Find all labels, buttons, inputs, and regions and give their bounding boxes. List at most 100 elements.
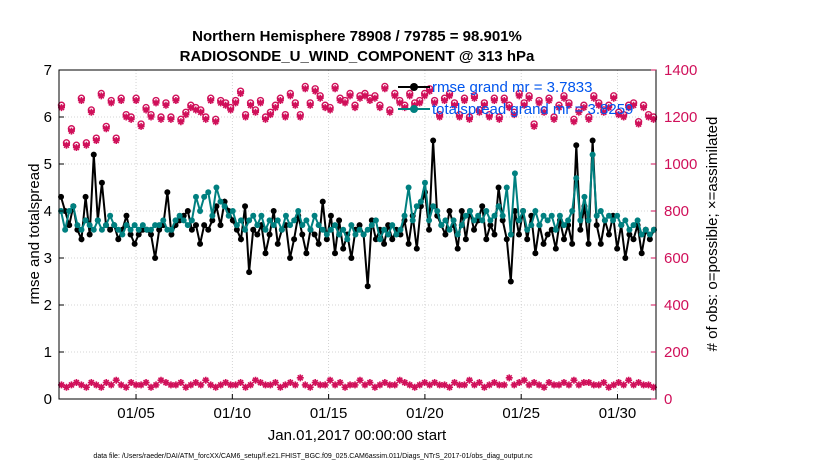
- obs-count-low-marker: [132, 381, 140, 389]
- totalspread-point: [217, 198, 224, 205]
- obs-assimilated-marker: [361, 92, 369, 100]
- obs-assimilated-marker: [152, 99, 160, 107]
- obs-count-low-marker: [610, 381, 618, 389]
- totalspread-point: [585, 217, 592, 224]
- totalspread-point: [295, 208, 302, 214]
- obs-assimilated-marker: [475, 108, 483, 116]
- obs-assimilated-marker: [620, 113, 628, 121]
- obs-assimilated-marker: [600, 108, 608, 116]
- totalspread-point: [344, 236, 351, 243]
- obs-assimilated-marker: [465, 115, 473, 123]
- totalspread-point: [201, 193, 208, 200]
- totalspread-point: [66, 208, 73, 214]
- obs-assimilated-marker: [356, 94, 364, 102]
- obs-count-low-marker: [510, 381, 518, 389]
- obs-count-low-marker: [122, 383, 130, 391]
- obs-count-low-marker: [381, 379, 389, 387]
- obs-assimilated-marker: [242, 113, 250, 121]
- totalspread-point: [327, 226, 334, 233]
- obs-assimilated-marker: [137, 122, 145, 130]
- rmse-point: [233, 226, 240, 233]
- obs-count-low-marker: [77, 381, 85, 389]
- obs-assimilated-marker: [321, 104, 329, 112]
- obs-assimilated-marker: [525, 94, 533, 102]
- obs-assimilated-marker: [480, 101, 488, 109]
- right-tick-label: 400: [664, 297, 689, 314]
- totalspread-point: [601, 217, 608, 224]
- obs-count-low-marker: [580, 379, 588, 387]
- rmse-point: [336, 217, 343, 224]
- obs-assimilated-marker: [391, 92, 399, 100]
- obs-count-low-marker: [311, 379, 319, 387]
- left-tick-label: 7: [44, 62, 52, 79]
- totalspread-point: [291, 217, 298, 224]
- rmse-point: [78, 236, 85, 243]
- rmse-point: [638, 250, 645, 257]
- totalspread-point: [237, 217, 244, 224]
- obs-assimilated-marker: [92, 137, 100, 144]
- rmse-point: [274, 240, 281, 247]
- obs-assimilated-marker: [77, 97, 85, 105]
- x-tick-label: 01/30: [599, 405, 637, 422]
- obs-count-low-marker: [465, 376, 473, 384]
- totalspread-point: [168, 226, 175, 233]
- obs-count-low-marker: [441, 381, 449, 389]
- obs-count-low-marker: [202, 376, 210, 384]
- totalspread-point: [638, 231, 645, 238]
- rmse-point: [626, 231, 633, 238]
- obs-assimilated-marker: [520, 101, 528, 109]
- totalspread-point: [548, 212, 555, 219]
- totalspread-point: [462, 212, 469, 219]
- right-tick-label: 1400: [664, 62, 697, 79]
- obs-assimilated-marker: [182, 111, 190, 119]
- obs-assimilated-marker: [177, 118, 185, 126]
- totalspread-point: [127, 226, 134, 233]
- obs-count-low-marker: [570, 376, 578, 384]
- obs-count-low-marker: [57, 381, 65, 389]
- totalspread-point: [205, 189, 212, 196]
- rmse-point: [593, 222, 600, 229]
- left-tick-label: 6: [44, 109, 52, 126]
- obs-count-low-marker: [147, 383, 155, 391]
- obs-count-low-marker: [67, 381, 75, 389]
- rmse-point: [246, 269, 253, 276]
- totalspread-point: [229, 208, 236, 214]
- legend-rmse-marker: [410, 83, 418, 91]
- obs-assimilated-marker: [545, 97, 553, 105]
- obs-count-low-marker: [187, 381, 195, 389]
- rmse-point: [123, 212, 130, 219]
- obs-count-low-marker: [470, 381, 478, 389]
- totalspread-point: [511, 170, 518, 177]
- totalspread-point: [262, 226, 269, 233]
- rmse-point: [413, 245, 420, 252]
- totalspread-point: [413, 203, 420, 210]
- rmse-point: [479, 203, 486, 210]
- totalspread-point: [274, 217, 281, 224]
- totalspread-point: [528, 222, 535, 229]
- totalspread-point: [614, 212, 621, 219]
- obs-count-low-marker: [575, 381, 583, 389]
- obs-count-low-marker: [212, 383, 220, 391]
- footer-data-file: data file: /Users/raeder/DAI/ATM_forcXX/…: [93, 453, 533, 460]
- totalspread-point: [426, 217, 433, 224]
- rmse-point: [237, 236, 244, 243]
- obs-assimilated-marker: [102, 125, 110, 133]
- rmse-line: [60, 140, 655, 287]
- obs-assimilated-marker: [351, 104, 359, 112]
- rmse-point: [315, 240, 322, 247]
- obs-count-low-marker: [620, 381, 628, 389]
- obs-assimilated-marker: [132, 97, 140, 105]
- totalspread-point: [544, 217, 551, 224]
- obs-assimilated-marker: [247, 101, 255, 109]
- totalspread-point: [103, 222, 110, 229]
- obs-count-low-marker: [336, 379, 344, 387]
- obs-count-low-marker: [371, 383, 379, 391]
- totalspread-point: [364, 226, 371, 233]
- obs-assimilated-marker: [615, 111, 623, 119]
- obs-count-low-marker: [515, 379, 523, 387]
- right-tick-label: 0: [664, 391, 672, 408]
- totalspread-point: [466, 208, 473, 214]
- obs-assimilated-marker: [495, 115, 503, 123]
- obs-assimilated-marker: [575, 108, 583, 116]
- obs-count-low-marker: [346, 381, 354, 389]
